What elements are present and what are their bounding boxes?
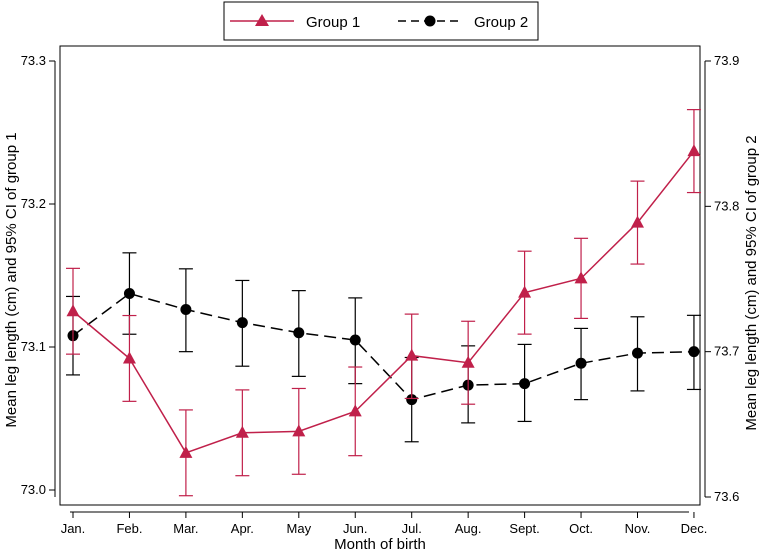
left-tick-label: 73.1 bbox=[21, 339, 46, 354]
series-group-1 bbox=[66, 109, 701, 497]
group-1-point bbox=[574, 271, 588, 284]
x-tick-label: Aug. bbox=[455, 521, 482, 536]
group-1-point bbox=[687, 144, 701, 157]
group-2-point bbox=[406, 394, 418, 406]
group-2-point bbox=[123, 288, 135, 300]
group-1-point bbox=[122, 351, 136, 364]
right-axis-title: Mean leg length (cm) and 95% CI of group… bbox=[743, 135, 760, 430]
group-1-point bbox=[631, 215, 644, 228]
group-1-point bbox=[348, 404, 362, 417]
x-tick-label: Sept. bbox=[509, 521, 539, 536]
group-2-point bbox=[293, 327, 305, 339]
right-tick-label: 73.6 bbox=[714, 489, 739, 504]
x-tick-label: Oct. bbox=[569, 521, 593, 536]
x-tick-label: Dec. bbox=[681, 521, 708, 536]
left-axis-title: Mean leg length (cm) and 95% CI of group… bbox=[3, 132, 20, 427]
group-2-point bbox=[236, 317, 248, 329]
x-tick-label: Jul. bbox=[402, 521, 422, 536]
group-1-point bbox=[292, 424, 306, 437]
group-2-point bbox=[519, 378, 531, 390]
group-1-line bbox=[72, 150, 695, 454]
right-tick-label: 73.7 bbox=[714, 344, 739, 359]
series-group-2 bbox=[66, 252, 701, 443]
group-1-point bbox=[66, 304, 80, 317]
group-2-point bbox=[688, 346, 700, 358]
x-tick-label: May bbox=[287, 521, 312, 536]
group-1-point bbox=[405, 348, 419, 361]
x-tick-label: Jan. bbox=[61, 521, 86, 536]
right-axis-ticks: 73.6 73.7 73.8 73.9 bbox=[705, 53, 739, 504]
group-1-point bbox=[518, 285, 532, 298]
x-tick-label: Feb. bbox=[116, 521, 142, 536]
group-2-point bbox=[632, 347, 643, 359]
x-axis-title: Month of birth bbox=[334, 536, 426, 552]
legend-marker-group-2 bbox=[424, 15, 436, 27]
x-tick-label: Apr. bbox=[231, 521, 254, 536]
legend: Group 1 Group 2 bbox=[223, 1, 539, 41]
left-axis-ticks: 73.0 73.1 73.2 73.3 bbox=[21, 53, 55, 497]
legend-label-group-1: Group 1 bbox=[306, 14, 360, 31]
plot-frame bbox=[59, 45, 701, 506]
x-tick-label: Jun. bbox=[343, 521, 368, 536]
left-tick-label: 73.3 bbox=[21, 53, 46, 68]
group-1-point bbox=[461, 355, 475, 368]
group-2-point bbox=[349, 334, 361, 346]
left-tick-label: 73.2 bbox=[21, 196, 46, 211]
group-1-point bbox=[179, 445, 193, 458]
legend-marker-group-1 bbox=[255, 14, 269, 26]
group-2-point bbox=[575, 357, 587, 369]
x-axis-ticks: Jan. Feb. Mar. Apr. May Jun. Jul. Aug. Sept. Oct.… bbox=[61, 512, 708, 536]
left-tick-label: 73.0 bbox=[21, 482, 46, 497]
group-2-line bbox=[72, 292, 694, 401]
x-tick-label: Nov. bbox=[625, 521, 651, 536]
group-1-point bbox=[235, 425, 249, 438]
legend-label-group-2: Group 2 bbox=[474, 14, 528, 31]
right-tick-label: 73.9 bbox=[714, 53, 739, 68]
right-tick-label: 73.8 bbox=[714, 198, 739, 213]
group-2-point bbox=[180, 304, 192, 316]
x-tick-label: Mar. bbox=[173, 521, 198, 536]
